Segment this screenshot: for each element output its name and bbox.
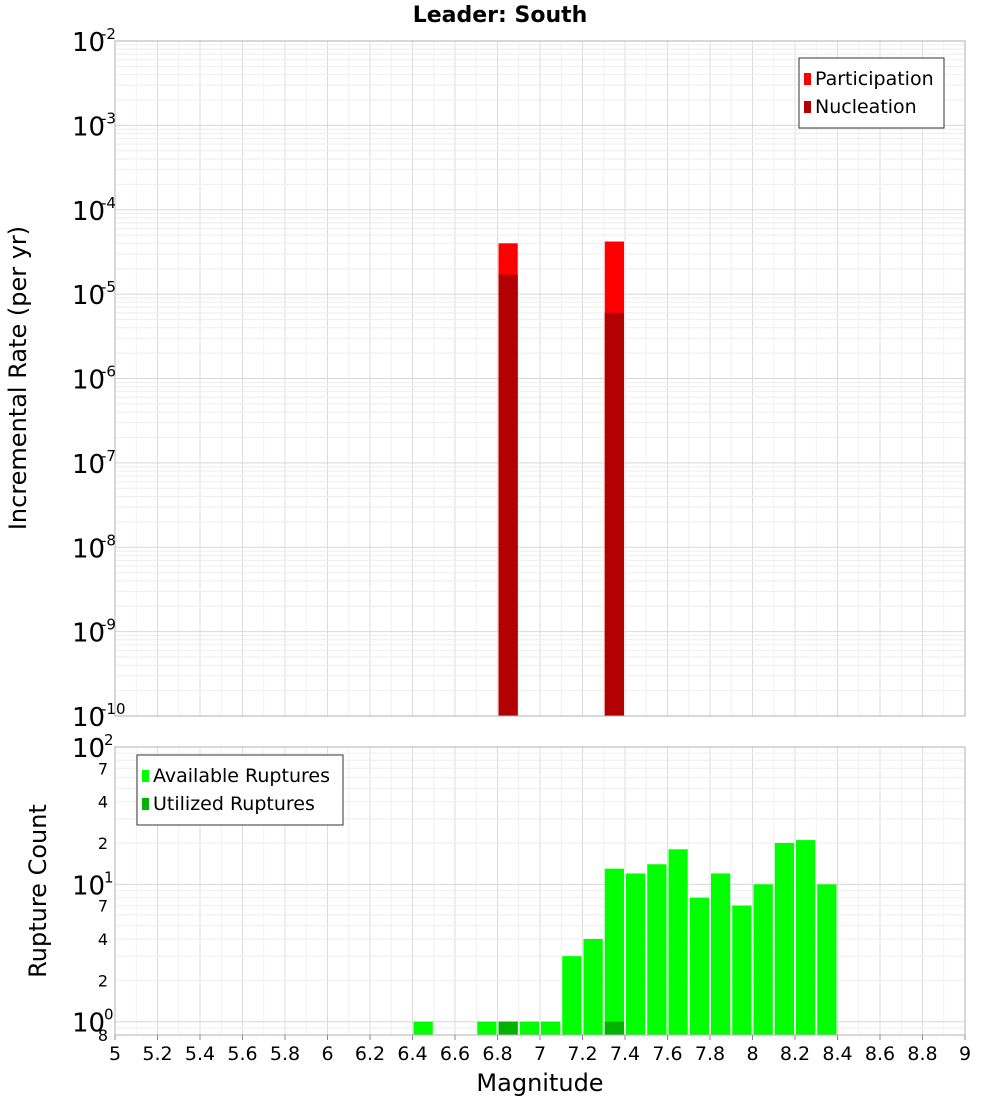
bottom-y-tick-exponent: 1 (104, 868, 114, 886)
count-bar-a (519, 1021, 539, 1035)
count-bar-a (753, 884, 773, 1035)
x-tick-label: 6.8 (482, 1043, 512, 1065)
bottom-legend-swatch (142, 798, 149, 810)
x-tick-label: 5.2 (142, 1043, 172, 1065)
bottom-legend-label: Utilized Ruptures (153, 793, 315, 815)
top-legend-label: Nucleation (815, 96, 917, 118)
bottom-y-minor-tick-label: 4 (98, 930, 108, 949)
rate-panel: 10-210-310-410-510-610-710-810-910-10Par… (72, 25, 966, 733)
top-y-tick-label: 10 (72, 534, 105, 564)
count-bar-a (689, 897, 709, 1035)
bottom-y-tick-label: 10 (72, 1009, 105, 1039)
x-tick-label: 6 (321, 1043, 333, 1065)
top-y-tick-exponent: -2 (101, 25, 116, 43)
bottom-y-minor-tick-label: 4 (98, 793, 108, 812)
bottom-y-tick-exponent: 2 (104, 731, 114, 749)
count-bar-a (604, 868, 624, 1035)
top-y-tick-exponent: -4 (101, 194, 116, 212)
chart-title: Leader: South (413, 3, 588, 28)
count-bar-a (477, 1021, 497, 1035)
x-tick-label: 6.2 (355, 1043, 385, 1065)
x-tick-label: 8.4 (822, 1043, 852, 1065)
bottom-y-minor-tick-label: 7 (98, 759, 108, 778)
count-bar-a (647, 864, 667, 1035)
x-tick-label: 8.8 (907, 1043, 937, 1065)
x-tick-label: 8.2 (780, 1043, 810, 1065)
top-y-tick-exponent: -3 (101, 109, 116, 127)
x-axis-label: Magnitude (476, 1069, 603, 1097)
top-plot-border (114, 40, 966, 717)
bottom-legend-label: Available Ruptures (153, 765, 330, 787)
count-bar-a (413, 1021, 433, 1035)
top-y-tick-label: 10 (72, 619, 105, 649)
top-legend-swatch (804, 73, 811, 85)
count-bar-a (774, 843, 794, 1035)
top-legend-label: Participation (815, 68, 934, 90)
top-y-tick-exponent: -5 (101, 278, 116, 296)
x-tick-label: 5 (109, 1043, 121, 1065)
count-bar-b (498, 1021, 518, 1035)
bottom-legend-box (136, 754, 344, 826)
x-tick-label: 6.6 (440, 1043, 470, 1065)
bottom-y-tick-label: 10 (72, 871, 105, 901)
x-tick-label: 7.6 (652, 1043, 682, 1065)
count-bar-a (817, 884, 837, 1035)
bottom-y-minor-tick-label: 7 (98, 897, 108, 916)
x-tick-label: 7.8 (695, 1043, 725, 1065)
x-tick-label: 7.2 (567, 1043, 597, 1065)
count-bar-a (562, 956, 582, 1035)
top-y-axis-label: Incremental Rate (per yr) (4, 226, 32, 530)
count-bar-a (668, 849, 688, 1035)
x-tick-label: 8.6 (865, 1043, 895, 1065)
top-y-tick-label: 10 (72, 366, 105, 396)
top-y-tick-exponent: -7 (101, 447, 116, 465)
count-bar-a (796, 840, 816, 1035)
top-y-tick-label: 10 (72, 28, 105, 58)
bottom-legend-swatch (142, 770, 149, 782)
count-bar-a (626, 873, 646, 1035)
x-tick-label: 7 (534, 1043, 546, 1065)
bottom-y-tick-label: 10 (72, 734, 105, 764)
x-tick-label: 7.4 (610, 1043, 640, 1065)
bottom-y-minor-tick-label: 8 (98, 1026, 108, 1045)
count-bar-a (711, 873, 731, 1035)
top-y-tick-exponent: -9 (101, 616, 116, 634)
top-y-tick-exponent: -8 (101, 531, 116, 549)
x-tick-label: 9 (959, 1043, 971, 1065)
bottom-y-minor-tick-label: 2 (98, 971, 108, 990)
rate-bar-b (498, 274, 518, 716)
x-tick-label: 5.4 (185, 1043, 215, 1065)
top-y-tick-exponent: -6 (101, 363, 116, 381)
bottom-y-minor-tick-label: 2 (98, 834, 108, 853)
rate-bar-b (604, 312, 624, 716)
top-y-tick-exponent: -10 (101, 700, 126, 718)
top-y-tick-label: 10 (72, 450, 105, 480)
x-tick-label: 5.6 (227, 1043, 257, 1065)
top-y-tick-label: 10 (72, 112, 105, 142)
top-legend-swatch (804, 101, 811, 113)
x-tick-label: 5.8 (270, 1043, 300, 1065)
bottom-y-axis-label: Rupture Count (24, 804, 52, 978)
x-tick-label: 8 (746, 1043, 758, 1065)
x-tick-label: 6.4 (397, 1043, 427, 1065)
top-y-tick-label: 10 (72, 281, 105, 311)
top-legend-box (798, 57, 945, 129)
count-bar-b (604, 1021, 624, 1035)
top-y-tick-label: 10 (72, 197, 105, 227)
bottom-y-tick-exponent: 0 (104, 1006, 114, 1024)
count-bar-a (583, 939, 603, 1035)
count-bar-a (541, 1021, 561, 1035)
top-y-tick-label: 10 (72, 703, 105, 733)
count-bar-a (732, 905, 752, 1035)
